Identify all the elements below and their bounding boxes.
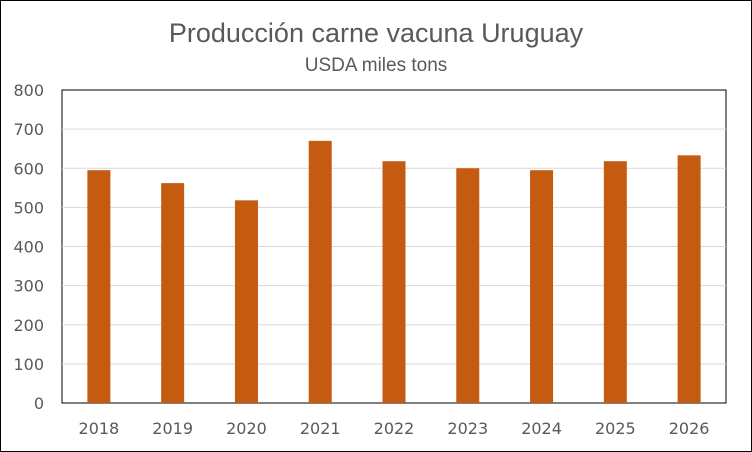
- bar-2019: [161, 183, 185, 403]
- y-axis-ticks: 0 100 200 300 400 500 600 700 800: [13, 81, 44, 413]
- bars: [87, 140, 701, 404]
- x-tick-label: 2025: [595, 419, 636, 438]
- x-tick-label: 2019: [152, 419, 193, 438]
- bar-2020: [234, 200, 258, 403]
- y-tick-label: 800: [13, 81, 44, 100]
- bar-2018: [87, 170, 111, 403]
- y-tick-label: 0: [34, 394, 44, 413]
- y-tick-label: 200: [13, 316, 44, 335]
- x-tick-label: 2023: [447, 419, 488, 438]
- y-tick-label: 400: [13, 238, 44, 257]
- bar-2023: [456, 168, 480, 403]
- x-tick-label: 2024: [521, 419, 562, 438]
- bar-2026: [677, 155, 701, 403]
- x-tick-label: 2018: [79, 419, 120, 438]
- x-axis-ticks: 2018 2019 2020 2021 2022 2023 2024 2025 2026: [79, 419, 710, 438]
- bar-2025: [603, 161, 627, 403]
- x-tick-label: 2026: [669, 419, 710, 438]
- x-tick-label: 2020: [226, 419, 267, 438]
- y-tick-label: 100: [13, 355, 44, 374]
- y-tick-label: 300: [13, 277, 44, 296]
- chart-subtitle: USDA miles tons: [304, 55, 448, 76]
- x-tick-label: 2022: [374, 419, 415, 438]
- x-tick-label: 2021: [300, 419, 341, 438]
- bar-2022: [382, 161, 406, 403]
- chart-title: Producción carne vacuna Uruguay: [168, 18, 584, 48]
- bar-2021: [308, 140, 332, 404]
- bar-2024: [530, 170, 554, 403]
- y-tick-label: 500: [13, 198, 44, 217]
- y-tick-label: 700: [13, 120, 44, 139]
- y-tick-label: 600: [13, 159, 44, 178]
